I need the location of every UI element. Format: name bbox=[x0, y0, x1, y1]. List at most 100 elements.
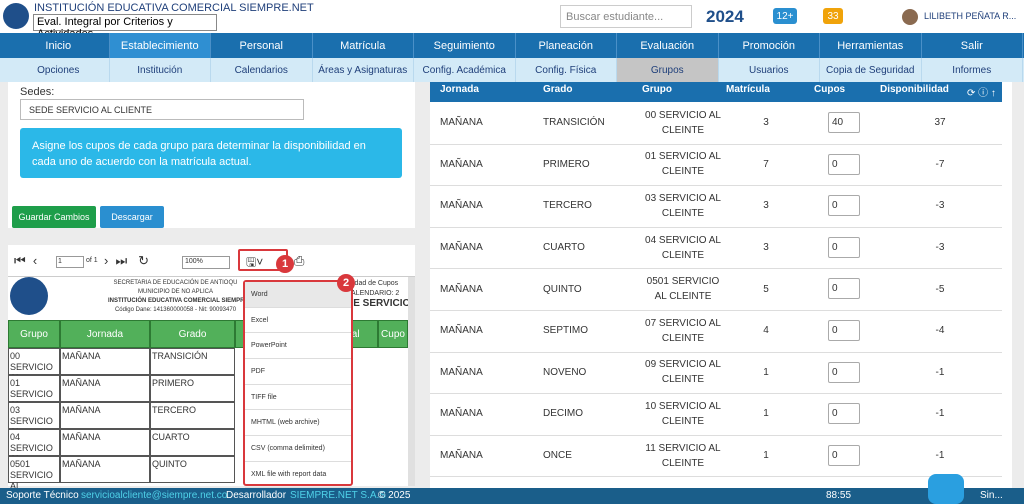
subnav-item[interactable]: Informes bbox=[922, 58, 1023, 82]
footer: Soporte Técnico servicioalcliente@siempr… bbox=[0, 488, 1024, 504]
zoom-select[interactable]: 100% bbox=[182, 256, 230, 269]
nav-arrows[interactable]: ⏮ ‹ bbox=[14, 253, 38, 268]
chat-button[interactable] bbox=[928, 474, 964, 504]
subnav-item[interactable]: Config. Académica bbox=[414, 58, 516, 82]
nav-item[interactable]: Salir bbox=[922, 33, 1023, 58]
program-select[interactable]: Eval. Integral por Criterios y Actividad… bbox=[33, 14, 217, 40]
report-right-line: DE SERVICIO bbox=[346, 298, 408, 309]
user[interactable]: LILIBETH PEÑATA R... bbox=[924, 11, 1017, 21]
nav-item[interactable]: Personal bbox=[211, 33, 313, 58]
report-line: MUNICIPIO DE NO APLICA bbox=[137, 289, 213, 295]
export-option[interactable]: TIFF file bbox=[245, 385, 351, 411]
nav-arrows-next[interactable]: › ⏭ ↻ bbox=[104, 253, 149, 268]
report-cell: 03 SERVICIO AL CLEINTE bbox=[8, 402, 60, 448]
cupos-input[interactable]: 40 bbox=[828, 112, 860, 133]
cell: -3 bbox=[935, 242, 945, 254]
row-line bbox=[430, 268, 1002, 270]
chat[interactable]: Sin... bbox=[980, 490, 1003, 501]
export-option[interactable]: XML file with report data bbox=[245, 462, 351, 488]
scrollbar bbox=[408, 277, 415, 486]
cell: -1 bbox=[935, 366, 945, 378]
support: Soporte Técnico bbox=[6, 490, 79, 501]
cupos-input[interactable]: 0 bbox=[828, 403, 860, 425]
nav-item[interactable]: Matrícula bbox=[313, 33, 414, 58]
export-option[interactable]: PDF bbox=[245, 359, 351, 385]
row-line bbox=[430, 476, 1002, 478]
report-cell: MAÑANA bbox=[60, 456, 150, 483]
export-option[interactable]: Excel bbox=[245, 308, 351, 334]
subnav-item[interactable]: Grupos bbox=[617, 58, 719, 82]
report-cell: CUARTO bbox=[150, 429, 235, 456]
subnav-item[interactable]: Áreas y Asignaturas bbox=[313, 58, 414, 82]
nav-item[interactable]: Seguimiento bbox=[414, 33, 516, 58]
cell: 11 SERVICIO AL CLEINTE bbox=[645, 442, 721, 469]
subnav-item[interactable]: Opciones bbox=[8, 58, 110, 82]
cupos-input[interactable]: 0 bbox=[828, 195, 860, 217]
report-cell: TRANSICIÓN bbox=[150, 348, 235, 375]
nav-item[interactable]: Evaluación bbox=[617, 33, 719, 58]
column-header: Cupos bbox=[814, 84, 846, 95]
cupos-input[interactable]: 0 bbox=[828, 444, 860, 466]
subnav-item[interactable]: Copia de Seguridad bbox=[820, 58, 922, 82]
cell: NOVENO bbox=[543, 366, 587, 378]
cell: 37 bbox=[934, 117, 946, 129]
divider bbox=[8, 276, 415, 277]
subnav-item[interactable]: Config. Física bbox=[516, 58, 617, 82]
year: 2024 bbox=[706, 7, 744, 26]
cupos-input[interactable]: 0 bbox=[828, 361, 860, 383]
report-line: SECRETARIA DE EDUCACIÓN DE ANTIOQU bbox=[113, 280, 238, 286]
report-cell: 01 SERVICIO AL CLEINTE bbox=[8, 375, 60, 421]
nav-item[interactable]: Herramientas bbox=[820, 33, 922, 58]
nav-item[interactable]: Establecimiento bbox=[109, 33, 211, 58]
row-line bbox=[430, 434, 1002, 436]
page-input[interactable]: 1 bbox=[56, 256, 84, 268]
cell: MAÑANA bbox=[440, 366, 483, 378]
cell: MAÑANA bbox=[440, 242, 483, 254]
step-badge: 2 bbox=[337, 274, 355, 292]
row-line bbox=[430, 226, 1002, 228]
cell: TRANSICIÓN bbox=[543, 117, 605, 129]
cupos-input[interactable]: 0 bbox=[828, 320, 860, 341]
report-line: INSTITUCIÓN EDUCATIVA COMERCIAL SIEMPRE bbox=[108, 298, 249, 304]
right-panel: ⟳ ⓘ ↑ Jornada Grado Grupo Matrícula Cupos Dis… bbox=[430, 82, 1012, 488]
column-header: Disponibilidad bbox=[880, 84, 949, 95]
cell: PRIMERO bbox=[543, 158, 590, 170]
row-line bbox=[430, 351, 1002, 353]
cell: -4 bbox=[935, 325, 945, 337]
export-option[interactable]: Word bbox=[245, 282, 351, 308]
company[interactable]: SIEMPRE.NET S.A.S bbox=[290, 490, 386, 501]
sede-select[interactable]: SEDE SERVICIO AL CLIENTE bbox=[20, 99, 304, 120]
row-line bbox=[430, 393, 1002, 395]
report-cell: TERCERO bbox=[150, 402, 235, 429]
nav-item[interactable]: Inicio bbox=[8, 33, 110, 58]
bell-badge[interactable]: 33 bbox=[823, 8, 843, 24]
column-header: Grupo bbox=[642, 84, 672, 95]
report-cell: 0501 SERVICIO AL CLEINTE bbox=[8, 456, 60, 502]
export-option[interactable]: MHTML (web archive) bbox=[245, 411, 351, 437]
report-header: Cupo bbox=[378, 320, 408, 348]
download-button[interactable]: Descargar bbox=[100, 206, 164, 228]
column-header: Matrícula bbox=[726, 84, 770, 95]
export-option[interactable]: CSV (comma delimited) bbox=[245, 436, 351, 462]
email[interactable]: servicioalcliente@siempre.net.co bbox=[81, 490, 228, 501]
save-button[interactable]: Guardar Cambios bbox=[12, 206, 96, 228]
nav-item[interactable]: Promoción bbox=[719, 33, 820, 58]
report-header: Jornada bbox=[60, 320, 150, 348]
time: 88:55 bbox=[826, 490, 852, 501]
subnav-item[interactable]: Usuarios bbox=[719, 58, 820, 82]
table-tools[interactable]: ⟳ ⓘ ↑ bbox=[967, 88, 996, 99]
mail-badge[interactable]: 12+ bbox=[773, 8, 797, 24]
cupos-input[interactable]: 0 bbox=[828, 236, 860, 258]
subnav-item[interactable]: Calendarios bbox=[211, 58, 313, 82]
export-option[interactable]: PowerPoint bbox=[245, 333, 351, 360]
cupos-input[interactable]: 0 bbox=[828, 153, 860, 175]
cell: 7 bbox=[763, 158, 769, 170]
subnav-item[interactable]: Institución bbox=[110, 58, 211, 82]
cupos-input[interactable]: 0 bbox=[828, 278, 860, 300]
print[interactable]: ⎙ bbox=[294, 253, 305, 268]
report-header: Grado bbox=[150, 320, 235, 348]
search[interactable]: Buscar estudiante... bbox=[560, 5, 692, 28]
cell: 03 SERVICIO AL CLEINTE bbox=[645, 192, 721, 219]
nav-item[interactable]: Planeación bbox=[516, 33, 617, 58]
